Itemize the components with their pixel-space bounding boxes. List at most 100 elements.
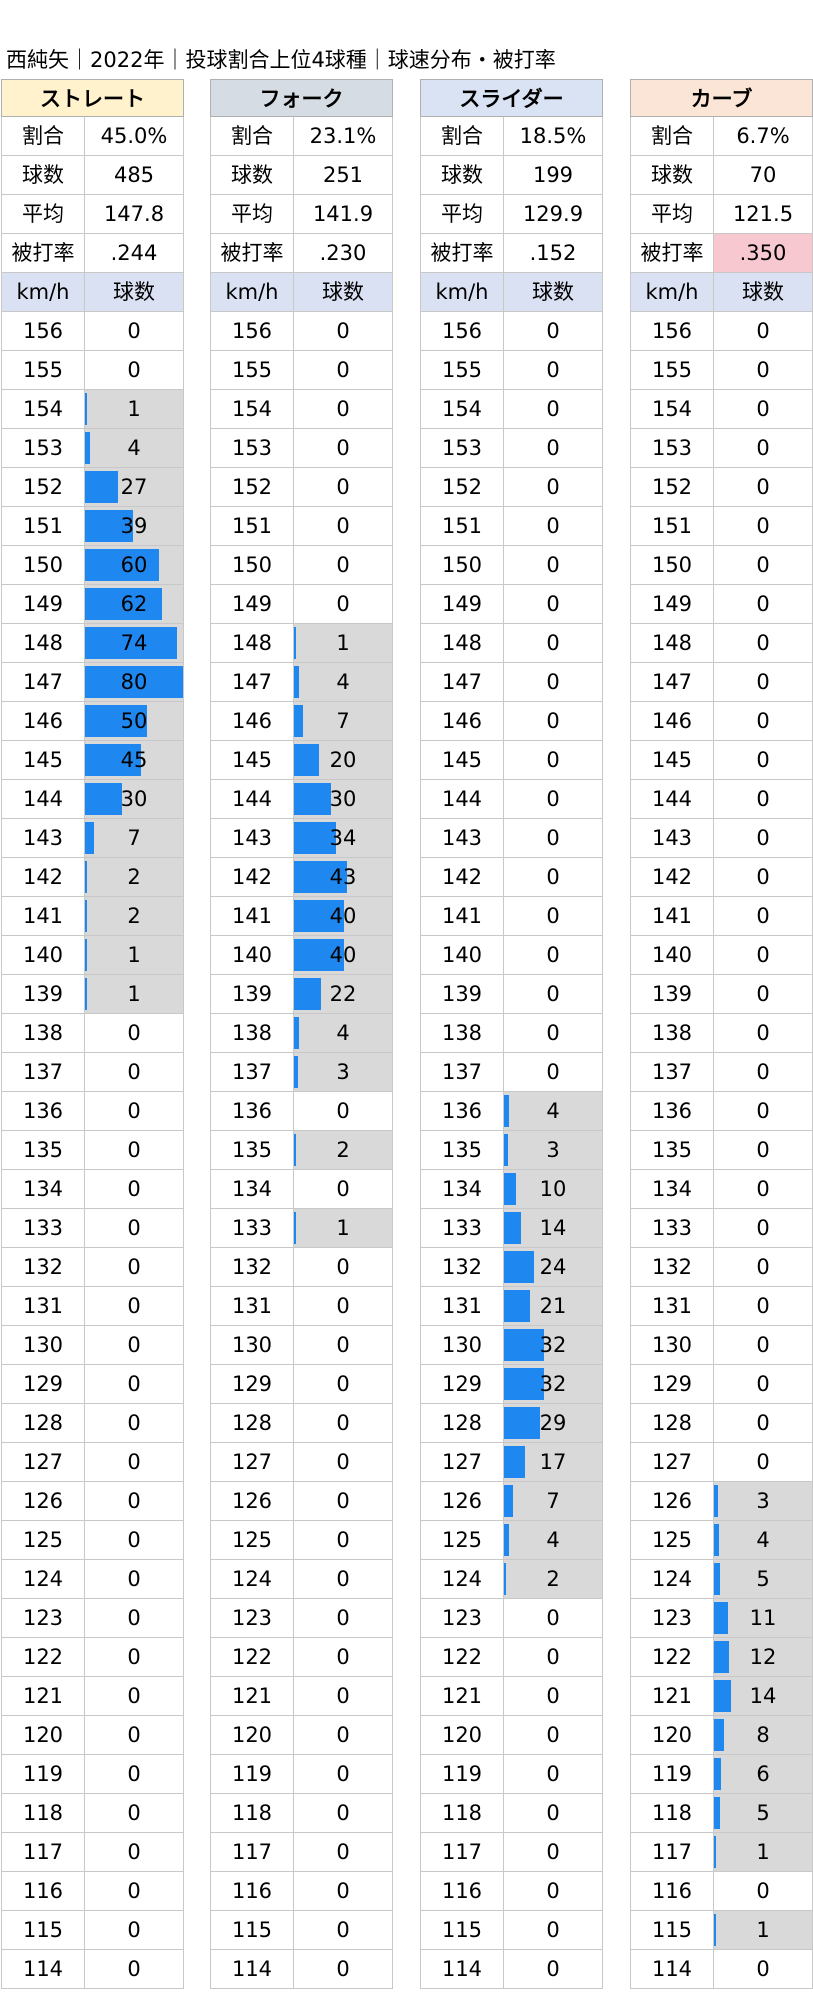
speed-row: 132 0	[630, 1248, 813, 1287]
count-cell: 1	[294, 624, 393, 663]
count-cell: 4	[714, 1521, 813, 1560]
speed-row: 121 0	[210, 1677, 393, 1716]
count-value: 0	[546, 397, 560, 421]
speed-row: 141 0	[630, 897, 813, 936]
speed-label: 145	[1, 741, 85, 780]
count-bar	[85, 939, 87, 971]
count-cell: 0	[294, 1638, 393, 1677]
count-value: 4	[127, 436, 141, 460]
speed-row: 136 4	[420, 1092, 603, 1131]
count-value: 4	[756, 1528, 770, 1552]
stat-value: 147.8	[85, 195, 184, 234]
speed-row: 114 0	[630, 1950, 813, 1989]
speed-row: 116 0	[1, 1872, 184, 1911]
speed-label: 129	[210, 1365, 294, 1404]
speed-label: 144	[630, 780, 714, 819]
speed-label: 133	[1, 1209, 85, 1248]
speed-label: 129	[420, 1365, 504, 1404]
speed-label: 124	[1, 1560, 85, 1599]
count-value: 1	[127, 943, 141, 967]
count-bar	[504, 1290, 530, 1322]
speed-label: 133	[630, 1209, 714, 1248]
stat-row: 被打率 .244	[1, 234, 184, 273]
speed-row: 135 3	[420, 1131, 603, 1170]
speed-row: 118 0	[420, 1794, 603, 1833]
speed-row: 120 0	[210, 1716, 393, 1755]
count-cell: 43	[294, 858, 393, 897]
count-column-header: 球数	[85, 273, 184, 312]
count-bar	[504, 1134, 508, 1166]
speed-row: 147 0	[420, 663, 603, 702]
count-value: 0	[336, 1450, 350, 1474]
count-cell: 0	[294, 1560, 393, 1599]
count-cell: 0	[714, 1365, 813, 1404]
speed-label: 120	[210, 1716, 294, 1755]
stat-row: 割合 45.0%	[1, 117, 184, 156]
stat-value: 129.9	[504, 195, 603, 234]
stat-row: 被打率 .350	[630, 234, 813, 273]
speed-label: 146	[420, 702, 504, 741]
count-value: 2	[127, 904, 141, 928]
stat-value: 70	[714, 156, 813, 195]
count-cell: 0	[85, 1248, 184, 1287]
speed-row: 151 0	[630, 507, 813, 546]
count-value: 0	[546, 436, 560, 460]
speed-row: 125 0	[210, 1521, 393, 1560]
speed-label: 148	[420, 624, 504, 663]
count-value: 0	[336, 553, 350, 577]
speed-label: 133	[210, 1209, 294, 1248]
stat-label: 平均	[210, 195, 294, 234]
column-header-row: km/h 球数	[210, 273, 393, 312]
count-value: 22	[329, 982, 357, 1006]
speed-row: 131 0	[210, 1287, 393, 1326]
count-value: 0	[756, 1879, 770, 1903]
count-value: 30	[120, 787, 148, 811]
stat-value: 121.5	[714, 195, 813, 234]
speed-row: 154 0	[630, 390, 813, 429]
speed-row: 114 0	[420, 1950, 603, 1989]
count-value: 45	[120, 748, 148, 772]
speed-label: 153	[210, 429, 294, 468]
speed-row: 126 3	[630, 1482, 813, 1521]
count-value: 0	[756, 514, 770, 538]
count-cell: 17	[504, 1443, 603, 1482]
speed-label: 132	[420, 1248, 504, 1287]
speed-row: 134 0	[630, 1170, 813, 1209]
speed-label: 125	[1, 1521, 85, 1560]
speed-label: 144	[420, 780, 504, 819]
count-cell: 0	[85, 1365, 184, 1404]
speed-row: 150 0	[210, 546, 393, 585]
speed-label: 155	[420, 351, 504, 390]
count-value: 0	[546, 1021, 560, 1045]
stat-value: 199	[504, 156, 603, 195]
speed-row: 123 0	[420, 1599, 603, 1638]
count-cell: 0	[294, 1833, 393, 1872]
speed-label: 124	[210, 1560, 294, 1599]
speed-label: 155	[630, 351, 714, 390]
count-value: 2	[336, 1138, 350, 1162]
speed-label: 134	[420, 1170, 504, 1209]
speed-row: 120 0	[420, 1716, 603, 1755]
speed-label: 115	[420, 1911, 504, 1950]
speed-label: 116	[210, 1872, 294, 1911]
count-cell: 3	[714, 1482, 813, 1521]
speed-label: 152	[210, 468, 294, 507]
speed-row: 145 20	[210, 741, 393, 780]
count-cell: 0	[294, 1170, 393, 1209]
speed-label: 136	[630, 1092, 714, 1131]
count-cell: 1	[85, 936, 184, 975]
speed-row: 148 0	[420, 624, 603, 663]
count-cell: 0	[504, 780, 603, 819]
count-value: 0	[756, 1216, 770, 1240]
count-cell: 0	[714, 1287, 813, 1326]
count-cell: 0	[85, 351, 184, 390]
count-value: 0	[336, 1606, 350, 1630]
speed-label: 139	[630, 975, 714, 1014]
speed-row: 136 0	[1, 1092, 184, 1131]
speed-row: 117 1	[630, 1833, 813, 1872]
stat-label: 球数	[420, 156, 504, 195]
count-cell: 3	[504, 1131, 603, 1170]
count-bar	[714, 1719, 724, 1751]
speed-label: 120	[1, 1716, 85, 1755]
count-cell: 80	[85, 663, 184, 702]
